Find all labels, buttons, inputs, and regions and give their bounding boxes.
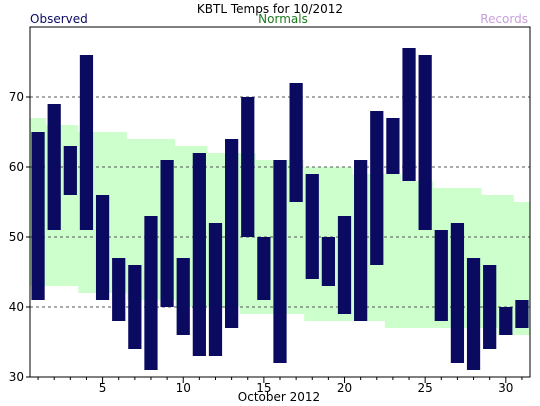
y-tick-label-60: 60 (9, 160, 24, 174)
x-tick-label-20: 20 (337, 381, 352, 395)
legend-observed: Observed (30, 12, 88, 26)
x-tick-label-15: 15 (256, 381, 271, 395)
x-axis-title: October 2012 (238, 390, 320, 404)
y-tick-label-70: 70 (9, 90, 24, 104)
observed-bar-day-22 (370, 111, 384, 265)
chart-title: KBTL Temps for 10/2012 (197, 2, 343, 16)
x-tick-label-25: 25 (418, 381, 433, 395)
x-tick-label-5: 5 (99, 381, 107, 395)
observed-bar-day-23 (386, 118, 400, 174)
observed-bar-day-29 (483, 265, 497, 349)
observed-bar-day-18 (305, 174, 319, 279)
observed-bar-day-31 (515, 300, 529, 328)
x-tick-label-30: 30 (498, 381, 513, 395)
observed-bar-day-24 (402, 48, 416, 181)
observed-bar-day-7 (128, 265, 142, 349)
observed-bar-day-15 (257, 237, 271, 300)
observed-bar-day-14 (241, 97, 255, 237)
observed-bar-day-25 (418, 55, 432, 230)
observed-bar-day-27 (450, 223, 465, 363)
observed-bar-day-3 (63, 146, 77, 195)
y-tick-label-30: 30 (9, 370, 24, 384)
observed-bar-day-2 (47, 104, 61, 230)
plot-area: 30 40 50 60 70 5 10 15 20 25 30 (9, 26, 531, 395)
observed-bar-day-21 (354, 160, 368, 321)
observed-bar-day-30 (499, 307, 513, 335)
legend-records: Records (480, 12, 528, 26)
observed-bar-day-12 (208, 223, 223, 356)
observed-bar-day-17 (289, 83, 303, 202)
legend-normals: Normals (258, 12, 308, 26)
observed-bar-day-9 (160, 160, 174, 307)
observed-bar-day-16 (273, 160, 287, 363)
observed-bar-day-20 (337, 216, 352, 314)
observed-bar-day-6 (112, 258, 126, 321)
y-tick-label-40: 40 (9, 300, 24, 314)
observed-bar-day-8 (144, 216, 158, 370)
observed-bar-day-1 (31, 132, 45, 300)
observed-bar-day-4 (79, 55, 94, 230)
x-tick-label-10: 10 (176, 381, 191, 395)
observed-bar-day-13 (225, 139, 239, 328)
observed-bar-day-28 (466, 258, 481, 370)
observed-bar-day-5 (95, 195, 110, 300)
observed-bar-day-11 (192, 153, 206, 356)
observed-bar-day-19 (321, 237, 335, 286)
observed-bar-day-26 (434, 230, 448, 321)
y-tick-label-50: 50 (9, 230, 24, 244)
observed-bar-day-10 (176, 258, 190, 335)
